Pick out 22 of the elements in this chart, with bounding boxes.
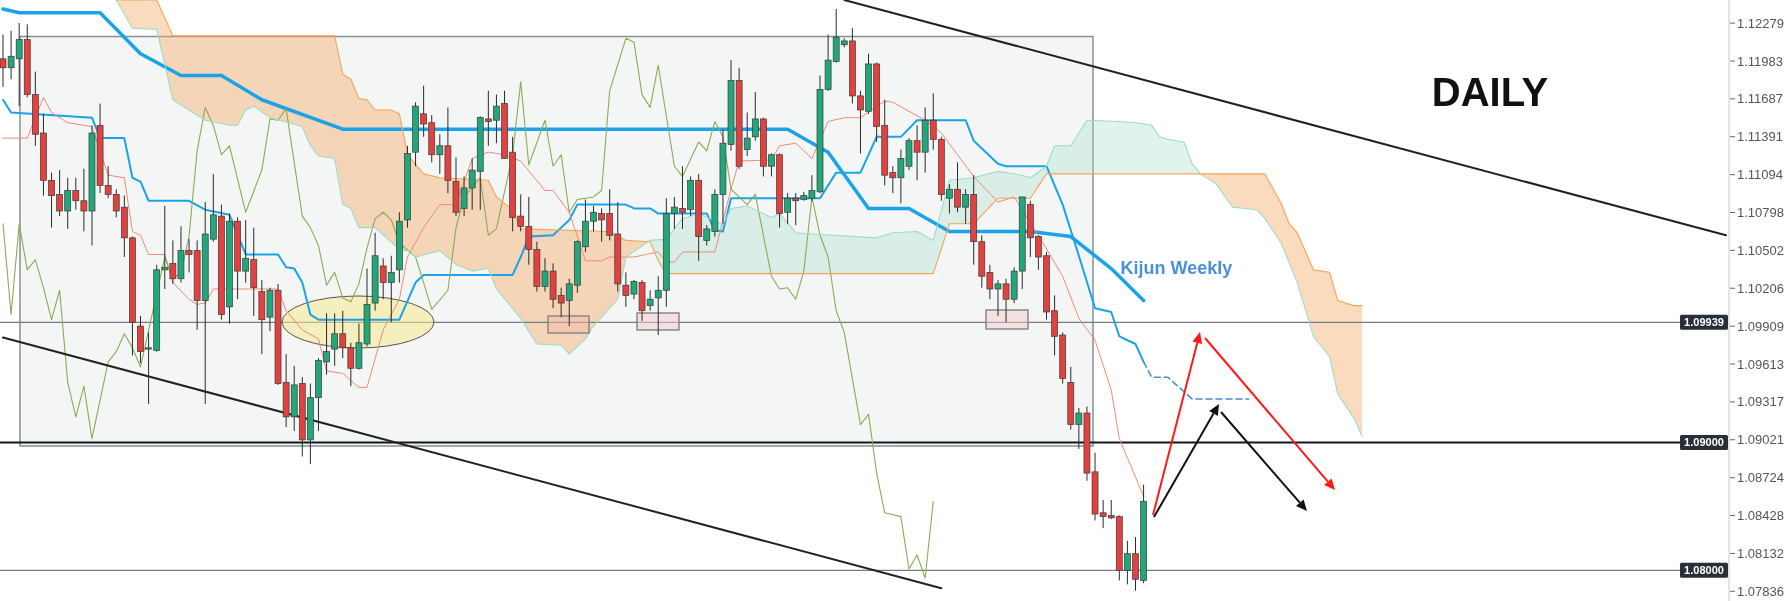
y-tick-label: 1.10206 (1737, 280, 1784, 296)
series-label: Kijun Weekly (1120, 257, 1233, 278)
y-tick-label: 1.09613 (1737, 356, 1784, 372)
y-tick-label: 1.08132 (1737, 545, 1784, 561)
y-tick-label: 1.08428 (1737, 508, 1784, 524)
y-tick-label: 1.07836 (1737, 583, 1784, 599)
y-tick-label: 1.12279 (1737, 15, 1784, 31)
y-tick-label: 1.11391 (1737, 129, 1784, 145)
ref-line-label: 1.09939 (1684, 316, 1724, 329)
y-tick-label: 1.11983 (1737, 53, 1784, 69)
text: DAILY (1431, 70, 1549, 114)
y-tick-label: 1.08724 (1737, 470, 1784, 486)
y-tick-label: 1.10798 (1737, 205, 1784, 221)
line-series (2, 37, 934, 579)
y-tick-label: 1.09909 (1737, 318, 1784, 334)
y-tick-label: 1.10502 (1737, 242, 1784, 258)
y-tick-label: 1.09317 (1737, 394, 1784, 410)
y-tick-label: 1.11687 (1737, 91, 1784, 107)
y-tick-label: 1.09021 (1737, 432, 1784, 448)
ref-line-label: 1.08000 (1684, 564, 1724, 577)
y-tick-label: 1.11094 (1737, 167, 1784, 183)
ref-line-label: 1.09000 (1684, 436, 1724, 449)
